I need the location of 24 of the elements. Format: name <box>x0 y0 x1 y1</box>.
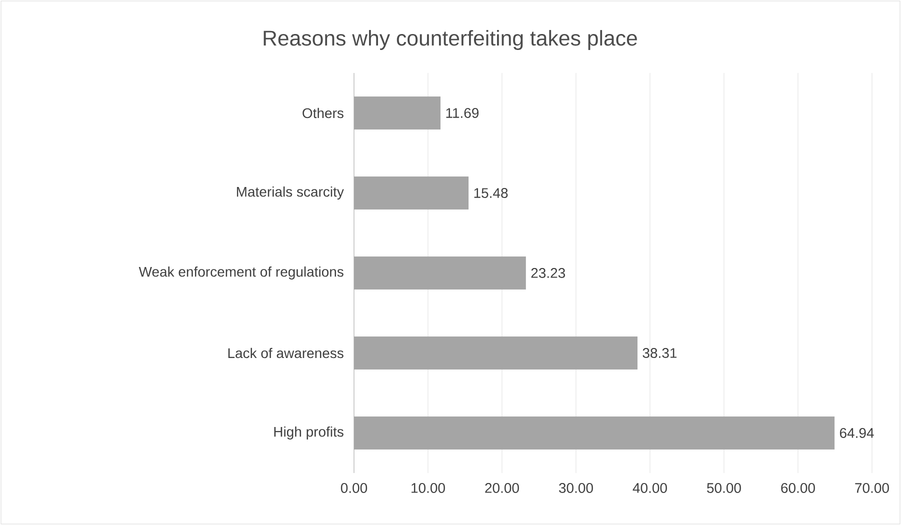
x-tick-label: 0.00 <box>340 483 368 493</box>
y-tick-label: Lack of awareness <box>228 348 344 358</box>
y-tick-label: Weak enforcement of regulations <box>138 266 344 280</box>
bar <box>354 256 526 290</box>
y-tick-label: High profits <box>274 426 344 440</box>
data-label: 11.69 <box>446 108 479 118</box>
y-tick-label: Others <box>302 108 344 118</box>
data-label: 64.94 <box>840 428 874 438</box>
x-tick-label: 10.00 <box>412 483 445 493</box>
data-label: 23.23 <box>531 268 566 278</box>
bar <box>354 176 469 210</box>
x-tick-label: 70.00 <box>855 483 889 493</box>
chart-title: Reasons why counterfeiting takes place <box>264 30 637 50</box>
data-label: 38.31 <box>642 348 677 358</box>
data-label: 15.48 <box>474 188 508 198</box>
x-tick-label: 30.00 <box>559 483 593 493</box>
y-tick-label: Materials scarcity <box>236 186 344 200</box>
bar <box>354 416 835 450</box>
x-tick-label: 60.00 <box>781 483 815 493</box>
x-tick-label: 20.00 <box>485 483 519 493</box>
bar <box>354 96 440 130</box>
bar <box>354 336 638 370</box>
x-tick-label: 40.00 <box>632 483 667 493</box>
x-tick-label: 50.00 <box>707 483 741 493</box>
